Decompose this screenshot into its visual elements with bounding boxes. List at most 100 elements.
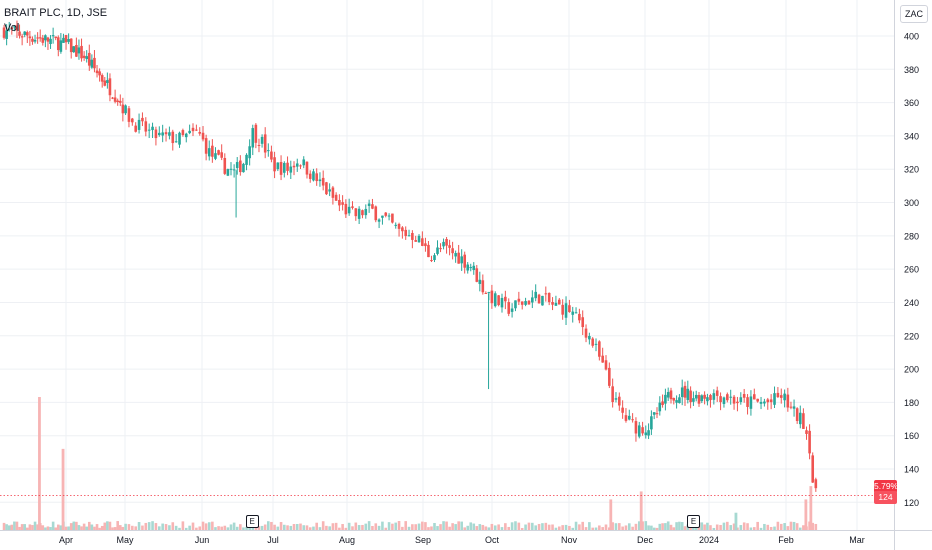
- candle-body: [108, 78, 112, 96]
- volume-label[interactable]: Vol: [4, 22, 20, 34]
- candle-body: [571, 311, 575, 315]
- currency-badge[interactable]: ZAC: [900, 5, 928, 23]
- y-tick-label: 240: [904, 298, 919, 308]
- candle-body: [504, 296, 507, 302]
- volume-bar: [331, 523, 335, 530]
- candle-body: [367, 203, 371, 206]
- candle-body: [524, 301, 527, 305]
- candle-body: [41, 37, 45, 43]
- candle-body: [527, 300, 531, 305]
- candle-body: [675, 400, 678, 403]
- volume-bar: [220, 526, 223, 530]
- candle-body: [601, 355, 604, 363]
- x-tick-label: Mar: [849, 535, 865, 545]
- candle-body: [23, 31, 27, 35]
- chart-legend: BRAIT PLC, 1D, JSE Vol: [4, 6, 107, 36]
- y-tick-label: 260: [904, 265, 919, 275]
- volume-bar: [41, 525, 45, 530]
- volume-bar: [387, 522, 391, 530]
- candle-body: [226, 169, 230, 176]
- volume-bar: [604, 524, 608, 530]
- candle-body: [614, 398, 618, 400]
- volume-bar: [15, 521, 19, 530]
- candle-body: [795, 408, 799, 421]
- candle-body: [354, 208, 358, 217]
- volume-bar: [325, 525, 328, 530]
- candle-body: [267, 150, 270, 152]
- candle-body: [141, 117, 144, 122]
- volume-bar: [537, 523, 541, 530]
- volume-bar: [154, 523, 158, 530]
- candle-body: [588, 335, 591, 340]
- candle-body: [334, 194, 338, 201]
- volume-bar: [763, 523, 766, 530]
- candle-body: [631, 419, 634, 421]
- candle-body: [507, 302, 511, 314]
- volume-bar: [171, 522, 175, 530]
- candle-body: [722, 397, 726, 405]
- candle-body: [204, 138, 208, 154]
- candle-body: [472, 265, 476, 271]
- volume-bar: [472, 523, 476, 530]
- volume-bar: [769, 526, 773, 530]
- candle-body: [223, 157, 227, 174]
- candle-body: [407, 235, 411, 237]
- candle-body: [689, 390, 692, 403]
- candle-body: [746, 397, 749, 407]
- candle-body: [531, 297, 534, 303]
- candle-body: [766, 399, 770, 403]
- candle-body: [127, 108, 131, 122]
- volume-bar: [211, 521, 214, 530]
- volume-bar: [131, 525, 134, 530]
- volume-bar: [481, 524, 485, 530]
- x-tick-label: Dec: [637, 535, 654, 545]
- earnings-event-icon[interactable]: E: [245, 515, 259, 528]
- volume-bar: [639, 491, 643, 530]
- volume-bar: [270, 521, 273, 530]
- volume-bar: [417, 523, 421, 530]
- earnings-event-icon[interactable]: E: [687, 515, 700, 528]
- volume-bar: [195, 527, 198, 530]
- candle-body: [752, 394, 756, 400]
- volume-bar: [289, 525, 293, 530]
- candle-body: [493, 293, 497, 307]
- candle-body: [62, 37, 65, 43]
- volume-bar: [445, 521, 448, 530]
- candle-body: [387, 215, 391, 217]
- volume-bar: [351, 526, 354, 530]
- candle-body: [64, 35, 68, 43]
- candle-body: [469, 267, 473, 269]
- candle-body: [484, 292, 488, 294]
- candle-body: [805, 430, 808, 434]
- volume-bar: [295, 524, 299, 530]
- candle-body: [789, 406, 793, 408]
- volume-bar: [347, 522, 351, 530]
- candle-body: [664, 394, 667, 404]
- y-tick-label: 400: [904, 32, 919, 42]
- candle-body: [371, 204, 374, 209]
- candle-body: [436, 247, 439, 254]
- candle-body: [641, 427, 644, 434]
- candle-body: [694, 394, 698, 399]
- candle-body: [364, 208, 368, 216]
- candle-body: [279, 162, 283, 175]
- candle-body: [709, 395, 712, 401]
- symbol-title[interactable]: BRAIT PLC, 1D, JSE: [4, 7, 108, 19]
- volume-bar: [367, 521, 371, 530]
- volume-bar: [627, 523, 631, 530]
- volume-bar: [144, 522, 148, 530]
- volume-bar: [732, 523, 736, 530]
- volume-bar: [25, 527, 29, 530]
- candle-body: [305, 161, 309, 175]
- candle-body: [808, 430, 811, 454]
- candle-body: [377, 219, 381, 222]
- volume-bar: [669, 524, 673, 530]
- candle-body: [54, 36, 58, 39]
- x-tick-label: Feb: [778, 535, 794, 545]
- candle-body: [661, 401, 664, 405]
- volume-bar: [111, 527, 114, 530]
- candle-body: [72, 46, 76, 53]
- candle-body: [541, 295, 544, 306]
- volume-bar: [407, 526, 411, 530]
